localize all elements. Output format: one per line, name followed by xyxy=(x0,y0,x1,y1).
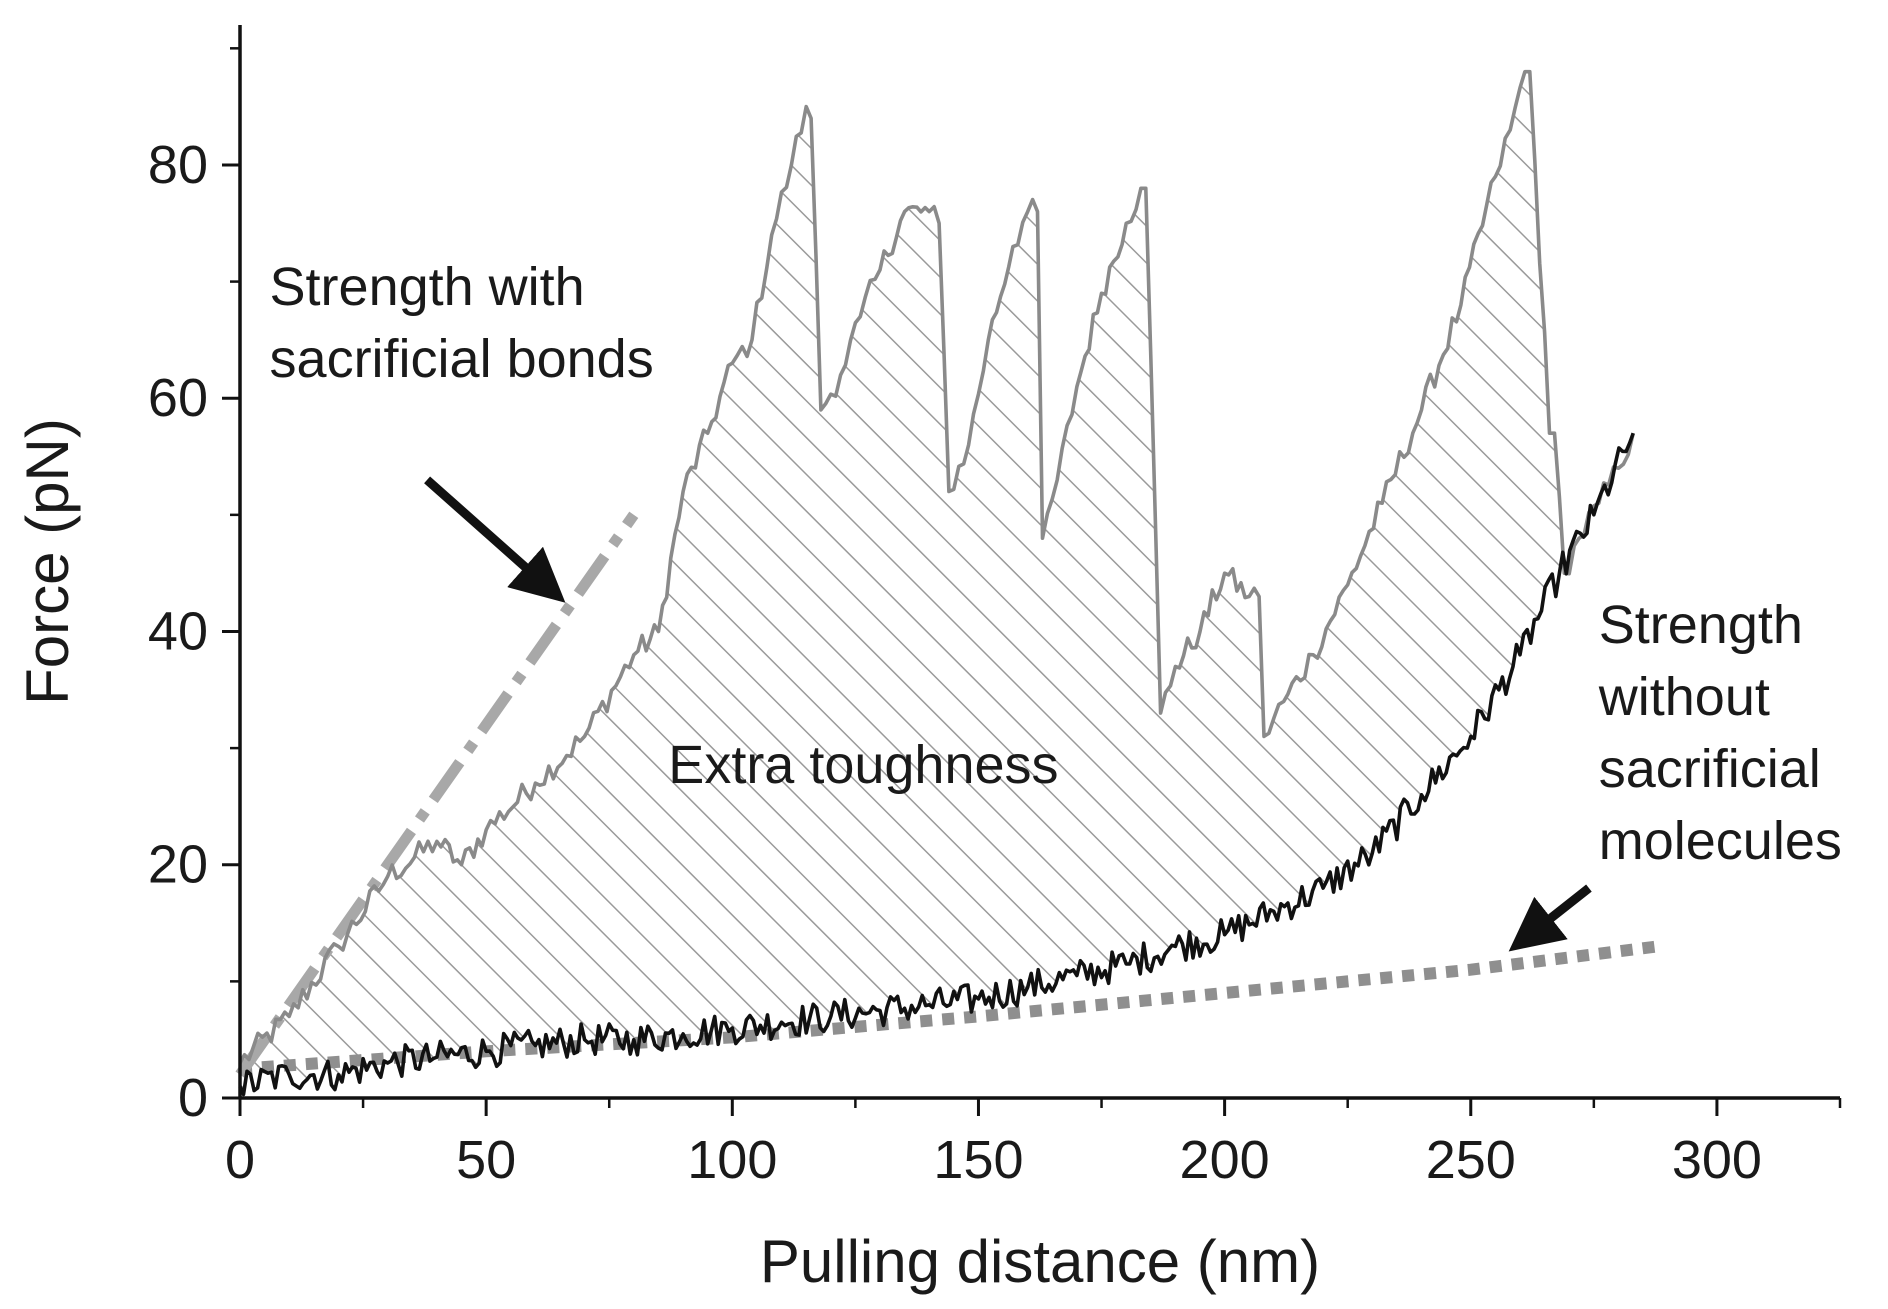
x-tick-label-300: 300 xyxy=(1672,1130,1762,1190)
annotation-strength-without: Strength without sacrificial molecules xyxy=(1598,595,1842,871)
y-tick-label-0: 0 xyxy=(178,1068,208,1128)
annotation-extra-toughness: Extra toughness xyxy=(668,735,1058,795)
x-tick-label-200: 200 xyxy=(1180,1130,1270,1190)
annotation-strength-with: Strength with sacrificial bonds xyxy=(270,257,654,389)
y-tick-label-60: 60 xyxy=(148,368,208,428)
y-tick-label-80: 80 xyxy=(148,135,208,195)
x-tick-label-50: 50 xyxy=(456,1130,516,1190)
arrow-with-arrow xyxy=(424,476,566,603)
y-tick-label-40: 40 xyxy=(148,601,208,661)
x-tick-label-250: 250 xyxy=(1426,1130,1516,1190)
arrow-without-arrow xyxy=(1508,884,1592,952)
extra-toughness-region xyxy=(240,71,1634,1095)
y-axis-title: Force (pN) xyxy=(14,418,81,705)
x-axis-title: Pulling distance (nm) xyxy=(760,1228,1320,1295)
x-tick-label-150: 150 xyxy=(933,1130,1023,1190)
series-dash-dot-fit-line xyxy=(235,511,639,1078)
series-without-sacrificial-molecules xyxy=(238,432,1635,1097)
series-with-sacrificial-bonds xyxy=(238,69,1635,1064)
y-tick-label-20: 20 xyxy=(148,835,208,895)
x-tick-label-100: 100 xyxy=(687,1130,777,1190)
x-tick-label-0: 0 xyxy=(225,1130,255,1190)
